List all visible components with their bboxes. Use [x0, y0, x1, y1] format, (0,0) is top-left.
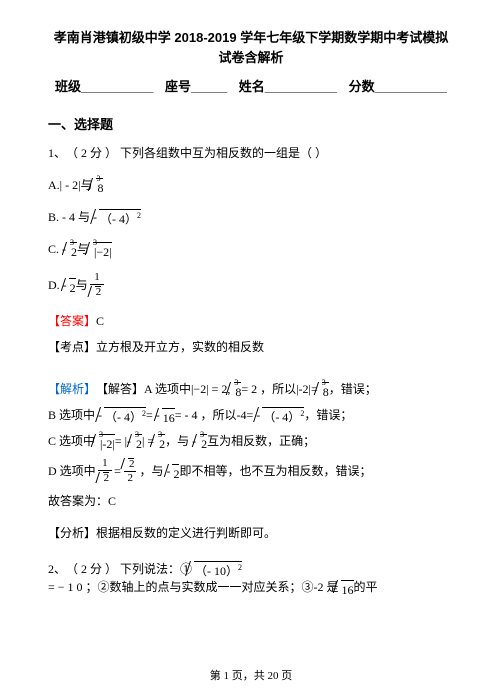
blank-line: 班级__________ 座号_____ 姓名__________ 分数____… — [48, 77, 454, 97]
sqrt-16-icon: 16 — [160, 408, 175, 422]
q2-num: 2、 — [48, 560, 66, 578]
cbrt-neg2-icon: 3|−2| — [89, 242, 112, 256]
blank-seat: 座号_____ — [165, 79, 227, 94]
cbrt-2c-icon: 32 — [154, 434, 165, 448]
kd-text: 立方根及开立方，实数的相反数 — [96, 338, 264, 356]
q1-opt-d: D. - 2 与 1 2 — [48, 272, 454, 298]
sqrt-2b-icon: 2 — [170, 464, 179, 478]
kaodian-line: 【考点】 立方根及开立方，实数的相反数 — [48, 338, 454, 356]
q1-opt-a: A.| - 2|与 38 — [48, 176, 454, 194]
q2-text2: = − 1 0 ；②数轴上的点与实数成一一对应关系；③-2 是 — [48, 578, 339, 596]
frac-1-sqrt2b-icon: 1 2 — [98, 458, 113, 484]
page-footer: 第 1 页，共 20 页 — [0, 668, 502, 685]
spacer — [48, 370, 454, 380]
section-heading: 一、选择题 — [48, 115, 454, 135]
gu-text: 故答案为：C — [48, 492, 116, 510]
answer-label: 【答案】 — [48, 312, 96, 330]
q2-text3: 的平 — [354, 578, 378, 596]
jx-c5: 互为相反数，正确； — [207, 432, 315, 450]
q2-text1: （ 2 分 ） 下列说法：① — [66, 560, 192, 578]
q1-text: （ 2 分 ） 下列各组数中互为相反数的一组是（ ） — [66, 144, 327, 162]
q2-stem: 2、 （ 2 分 ） 下列说法：① （- 10）2 = − 1 0 ；②数轴上的… — [48, 560, 454, 596]
jx-d1: D 选项中 — [48, 462, 96, 480]
eq-sign: = — [114, 462, 121, 480]
jiexi-a: 【解析】 【解答】A 选项中|−2| = 2, 38 = 2 ，所以|-2|= … — [48, 380, 454, 398]
fx-label: 【分析】 — [48, 524, 96, 542]
answer-value: C — [96, 312, 104, 330]
jiexi-b: B 选项中 - （- 4）2 = - 16 = - 4 ，所以-4= - （- … — [48, 406, 454, 424]
cbrt-2d-icon: 32 — [196, 434, 207, 448]
jx-d3: 即不相等，也不互为相反数，错误； — [179, 462, 371, 480]
jx-a1: 【解答】A 选项中|−2| = 2, — [96, 380, 230, 398]
cbrt-8c-icon: 38 — [318, 382, 329, 396]
opt-a-pre: A.| - 2|与 — [48, 176, 92, 194]
jx-b3: = - 4 ，所以-4= - — [175, 406, 261, 424]
jx-a3: ，错误； — [329, 380, 377, 398]
q1-opt-c: C. - 32 与 3|−2| — [48, 240, 454, 258]
fenxi-line: 【分析】 根据相反数的定义进行判断即可。 — [48, 524, 454, 542]
jx-label: 【解析】 — [48, 380, 96, 398]
sqrt-neg10sq-icon: （- 10）2 — [192, 561, 242, 577]
jx-a2: = 2 ，所以|-2|= — [241, 380, 317, 398]
answer-line: 【答案】 C — [48, 312, 454, 330]
sqrt-2-icon: 2 — [67, 278, 76, 292]
q1-num: 1、 — [48, 144, 66, 162]
opt-d-mid: 与 — [76, 276, 88, 294]
gu-line: 故答案为：C — [48, 492, 454, 510]
q1-stem: 1、 （ 2 分 ） 下列各组数中互为相反数的一组是（ ） — [48, 144, 454, 162]
blank-score: 分数__________ — [349, 79, 447, 94]
sqrt-16b-icon: 16 — [339, 580, 354, 594]
cbrt-2b-icon: 32 — [131, 434, 142, 448]
kd-label: 【考点】 — [48, 338, 96, 356]
cbrt-8-icon: 38 — [92, 178, 103, 192]
blank-class: 班级__________ — [55, 79, 153, 94]
sqrt-neg4sq-icon: （- 4）2 — [97, 209, 141, 225]
frac-1-sqrt2-icon: 1 2 — [90, 272, 105, 298]
jiexi-c: C 选项中 3|-2| = |- 32 | = 32 ，与 - 32 互为相反数… — [48, 432, 454, 450]
jiexi-d: D 选项中 1 2 = 2 2 ，与 - 2 即不相等，也不互为相反数，错误； — [48, 458, 454, 484]
sqrt-n4sq-b-icon: （- 4）2 — [260, 407, 304, 423]
cbrt-8b-icon: 38 — [230, 382, 241, 396]
jx-c1: C 选项中 — [48, 432, 95, 450]
q1-opt-b: B. - 4 与 - （- 4）2 — [48, 208, 454, 226]
frac-sqrt2-2-icon: 2 2 — [123, 458, 138, 484]
jx-b4: ，错误； — [304, 406, 352, 424]
sqrt-n4sq-a-icon: （- 4）2 — [102, 407, 146, 423]
cbrt-2-icon: 32 — [66, 242, 77, 256]
cbrt-neg2b-icon: 3|-2| — [95, 434, 115, 448]
blank-name: 姓名__________ — [239, 79, 337, 94]
jx-c4: ，与 - — [165, 432, 196, 450]
jx-b1: B 选项中 - — [48, 406, 102, 424]
doc-title: 孝南肖港镇初级中学 2018-2019 学年七年级下学期数学期中考试模拟试卷含解… — [48, 28, 454, 67]
fx-text: 根据相反数的定义进行判断即可。 — [96, 524, 276, 542]
